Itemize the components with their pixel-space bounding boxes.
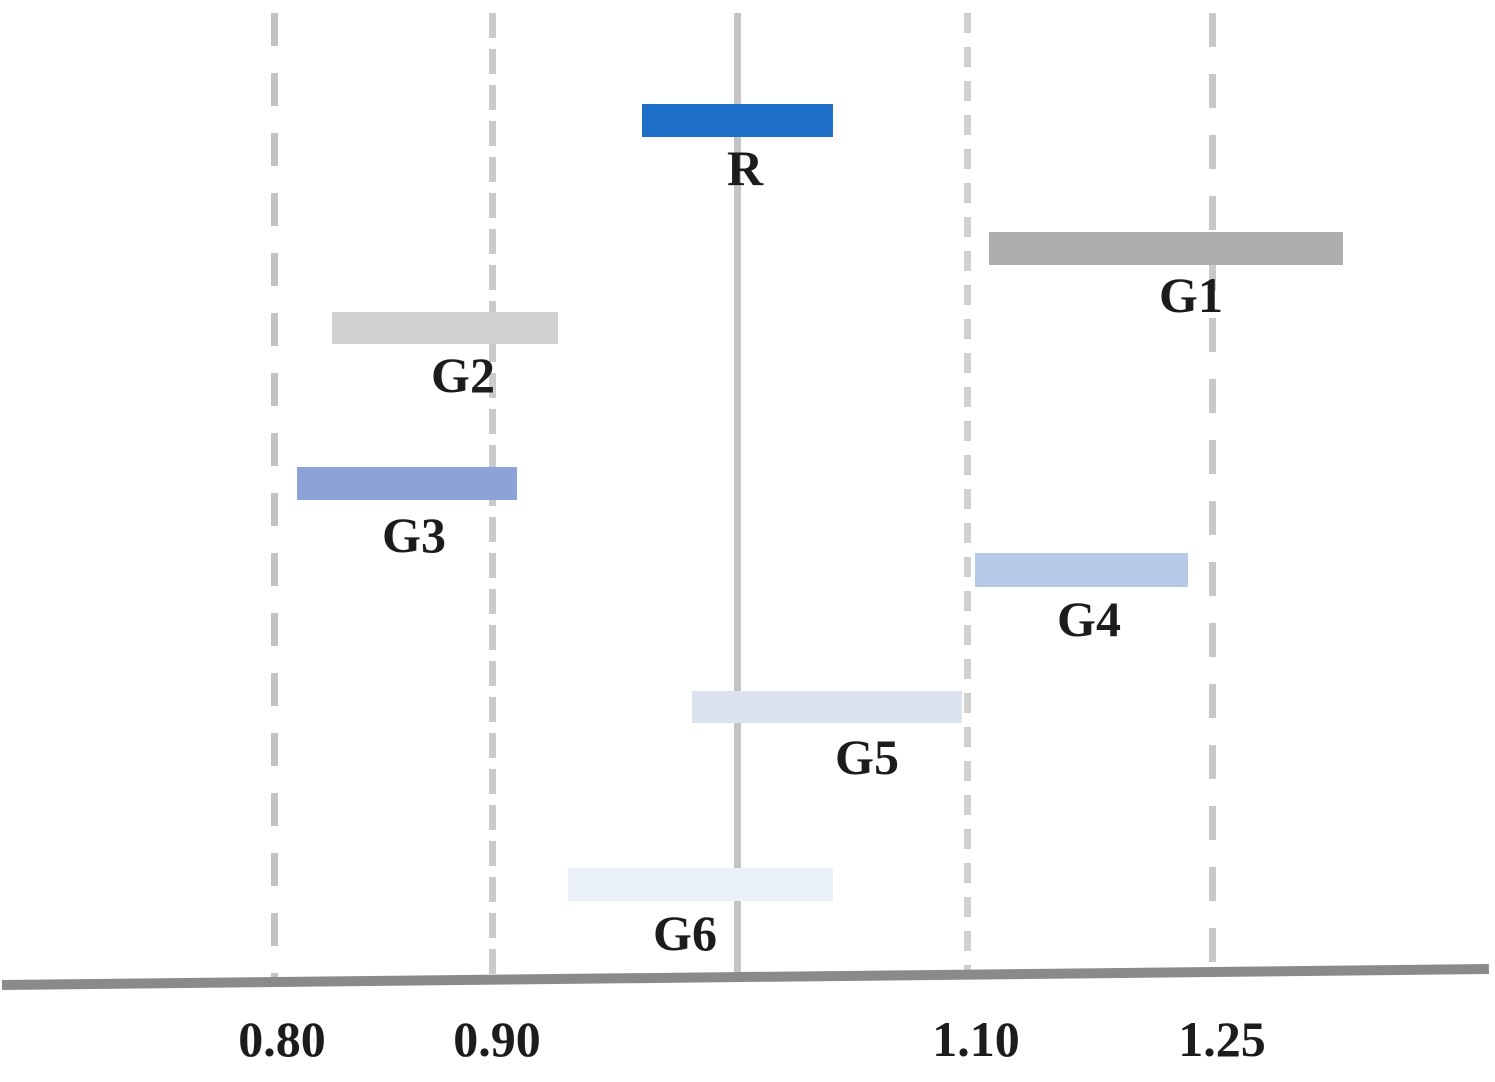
group-label-G4: G4 (1057, 591, 1121, 647)
gridline-0.80 (270, 13, 278, 978)
interval-bar-G2 (332, 312, 558, 344)
tick-label-0.80: 0.80 (238, 1011, 326, 1067)
interval-bar-G4 (975, 553, 1188, 587)
group-label-G1: G1 (1159, 267, 1223, 323)
interval-bar-G6 (568, 868, 833, 901)
gridline-1.00 (733, 13, 741, 973)
x-axis-line (1, 964, 1490, 990)
group-label-G6: G6 (653, 905, 717, 961)
interval-bar-G1 (989, 232, 1343, 265)
interval-bar-G5 (692, 691, 962, 723)
group-label-G3: G3 (382, 507, 446, 563)
tick-label-1.25: 1.25 (1178, 1011, 1266, 1067)
interval-bar-G3 (297, 467, 517, 500)
tick-label-0.90: 0.90 (453, 1011, 541, 1067)
group-label-G5: G5 (835, 729, 899, 785)
gridline-1.25 (1208, 13, 1216, 967)
gridline-1.10 (963, 13, 971, 970)
group-label-R: R (726, 140, 764, 196)
interval-bar-R (642, 104, 833, 137)
group-label-G2: G2 (431, 347, 495, 403)
tick-label-1.10: 1.10 (932, 1011, 1020, 1067)
